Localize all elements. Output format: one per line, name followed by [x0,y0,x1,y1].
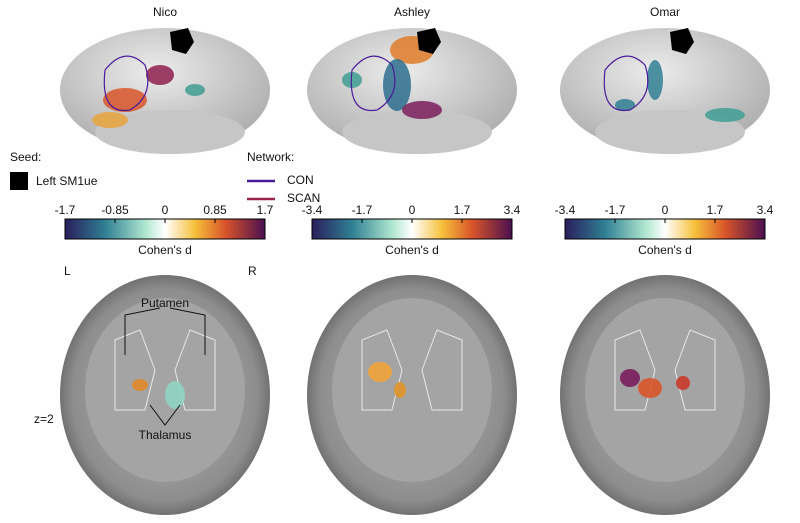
temporal-lobe [342,110,492,154]
seed-region [170,28,194,54]
temporal-lobe [95,110,245,154]
activation-blob [92,112,128,128]
activation-blob [383,59,411,111]
slice-label: z=2 [34,412,54,426]
colorbar-tick-label: 3.4 [504,203,521,217]
network-outline [603,55,649,112]
colorbar-tick-label: 0 [662,203,669,217]
panel-title: Omar [650,5,680,19]
slice-activation [638,378,662,398]
activation-blob [103,88,147,112]
activation-blob [705,108,745,122]
colorbar-tick-label: 1.7 [707,203,724,217]
panel-title: Nico [153,5,177,19]
colorbar-label: Cohen's d [138,243,192,257]
network-item: SCAN [287,191,320,205]
network-outline [103,55,149,112]
network-outline [350,55,396,112]
seed-item: Left SM1ue [36,174,98,188]
activation-blob [185,84,205,96]
seed-region [670,28,694,54]
slice-activation [620,369,640,387]
colorbar-label: Cohen's d [638,243,692,257]
colorbar-tick-label: 0 [162,203,169,217]
thalamus-pointer [149,404,181,426]
putamen-label: Putamen [141,296,189,310]
panel-title: Ashley [394,5,430,19]
activation-blob [647,60,663,100]
white-matter [85,298,245,482]
white-matter [585,298,745,482]
thalamus-label: Thalamus [139,428,192,442]
colorbar-tick-label: 0 [409,203,416,217]
slice-activation [132,379,148,391]
network-title: Network: [247,150,294,164]
seed-swatch [10,172,28,190]
activation-blob [402,101,442,119]
slice-activation [165,381,185,409]
colorbar-tick-label: 1.7 [257,203,274,217]
right-label: R [248,264,257,278]
slice-activation [368,362,392,382]
seed-title: Seed: [10,150,41,164]
activation-blob [615,99,635,111]
white-matter [332,298,492,482]
colorbar-tick-label: -1.7 [352,203,373,217]
colorbar-tick-label: 1.7 [454,203,471,217]
temporal-lobe [595,110,745,154]
colorbar-tick-label: -1.7 [55,203,76,217]
colorbar-label: Cohen's d [385,243,439,257]
colorbar-tick-label: -3.4 [302,203,323,217]
activation-blob [146,65,174,85]
seed-region [417,28,441,54]
activation-blob [342,72,362,88]
slice-activation [394,382,406,398]
colorbar-tick-label: -3.4 [555,203,576,217]
colorbar-tick-label: -0.85 [101,203,129,217]
colorbar-tick-label: 0.85 [203,203,227,217]
slice-activation [676,376,690,390]
colorbar-tick-label: 3.4 [757,203,774,217]
network-item: CON [287,173,314,187]
colorbar-tick-label: -1.7 [605,203,626,217]
left-label: L [64,264,71,278]
panels: Nico -1.7 -0.85 0 0.85 1.7 Cohen's d Ashley -3.4… [55,5,774,515]
putamen-bracket [124,307,206,355]
